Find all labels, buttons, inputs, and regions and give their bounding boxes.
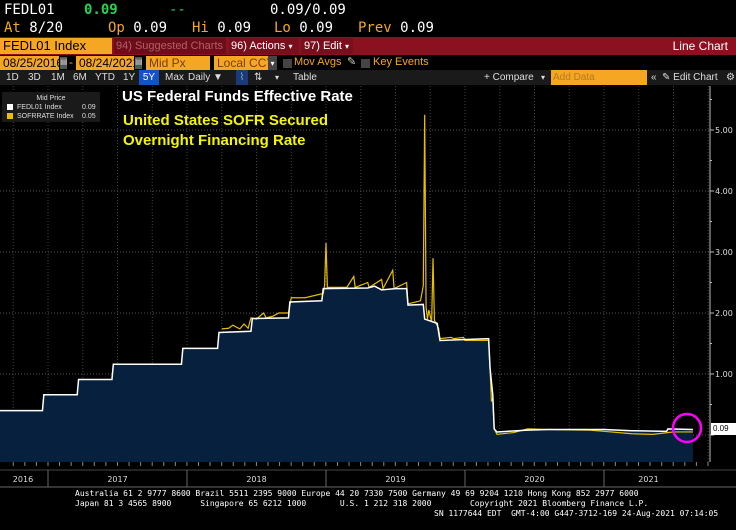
prev-label: Prev [358, 20, 392, 36]
edit-chart-label: Edit Chart [673, 72, 718, 83]
chevron-down-icon: ▾ [541, 73, 546, 82]
legend-swatch [7, 113, 13, 119]
field-select[interactable]: Mid Px [146, 56, 210, 71]
mov-avgs-label: Mov Avgs [294, 56, 342, 68]
add-data-placeholder: Add Data [553, 72, 595, 83]
period-1m[interactable]: 1M [51, 72, 65, 83]
legend-title: Mid Price [36, 95, 66, 102]
chevron-down-icon: ▾ [288, 42, 293, 51]
period-6m[interactable]: 6M [73, 72, 87, 83]
frequency-label: Daily [188, 72, 211, 83]
hi-label: Hi [192, 20, 209, 36]
at-value: 8/20 [29, 20, 64, 36]
key-events-label: Key Events [373, 56, 429, 68]
period-1d[interactable]: 1D [6, 72, 19, 83]
ticker: FEDL01 [4, 2, 55, 18]
start-date-input[interactable]: 08/25/2016 [0, 56, 59, 71]
highlight-circle [671, 412, 703, 444]
bid-ask: 0.09/0.09 [270, 2, 346, 18]
currency-select[interactable]: Local CCY [214, 56, 268, 71]
legend-item-name: FEDL01 Index [17, 104, 62, 111]
pencil-icon[interactable]: ✎ [347, 56, 357, 68]
footer-line-2: Japan 81 3 4565 8900 Singapore 65 6212 1… [75, 499, 649, 508]
mov-avgs-checkbox[interactable] [283, 59, 292, 68]
legend-item-value: 0.05 [82, 113, 96, 120]
op-value: 0.09 [133, 20, 168, 36]
edit-chart-button[interactable]: ✎ Edit Chart [662, 72, 718, 83]
key-events-checkbox[interactable] [361, 59, 370, 68]
y-tick-label: 1.00 [715, 370, 733, 379]
lo-value: 0.09 [299, 20, 334, 36]
change: -- [169, 2, 186, 18]
series-line-fedl01 [0, 285, 693, 433]
annotation-title-effr: US Federal Funds Effective Rate [122, 88, 353, 105]
chevron-down-icon[interactable]: ▾ [275, 73, 280, 82]
edit-button[interactable]: 97) Edit ▾ [301, 38, 353, 54]
period-ytd[interactable]: YTD [95, 72, 115, 83]
chevron-down-icon: ▾ [344, 42, 349, 51]
end-date-input[interactable]: 08/24/2021 [76, 56, 134, 71]
suggested-charts-button[interactable]: 94) Suggested Charts [114, 38, 226, 54]
last-price: 0.09 [84, 2, 118, 18]
legend: Mid Price FEDL01 Index 0.09 SOFRRATE Inde… [2, 92, 100, 122]
y-tick-label: 4.00 [715, 187, 733, 196]
legend-item-name: SOFRRATE Index [17, 113, 74, 120]
x-tick-label: 2017 [107, 475, 127, 484]
date-separator: - [69, 55, 73, 69]
menu-bar: FEDL01 Index 94) Suggested Charts 96) Ac… [0, 37, 736, 55]
at-label: At [4, 20, 21, 36]
y-tick-label: 3.00 [715, 248, 733, 257]
add-data-input[interactable]: Add Data [551, 70, 647, 85]
prev-value: 0.09 [400, 20, 434, 36]
op-label: Op [108, 20, 125, 36]
fedl01-area [0, 286, 693, 462]
period-1y[interactable]: 1Y [123, 72, 136, 83]
security-field[interactable]: FEDL01 Index [0, 38, 112, 54]
chevron-down-icon[interactable]: ▾ [268, 56, 277, 71]
line-chart-icon[interactable]: ⌇ [236, 70, 248, 85]
gear-icon[interactable]: ⚙ [726, 72, 735, 83]
frequency-select[interactable]: Daily ▼ [188, 72, 223, 83]
x-tick-label: 2016 [13, 475, 33, 484]
table-button[interactable]: Table [293, 72, 317, 83]
x-tick-label: 2018 [246, 475, 266, 484]
period-max[interactable]: Max [165, 72, 184, 83]
chart-type-label: Line Chart [672, 39, 728, 53]
footer-line-1: Australia 61 2 9777 8600 Brazil 5511 239… [75, 489, 639, 498]
annotation-title-sofr-1: United States SOFR Secured [123, 112, 329, 129]
annotation-title-sofr-2: Overnight Financing Rate [123, 132, 306, 149]
x-axis-band [0, 462, 736, 487]
legend-swatch [7, 104, 13, 110]
compare-button[interactable]: + Compare [484, 72, 534, 83]
x-tick-label: 2021 [638, 475, 658, 484]
x-tick-label: 2020 [524, 475, 544, 484]
lo-label: Lo [274, 20, 291, 36]
legend-item-value: 0.09 [82, 104, 96, 111]
calendar-icon[interactable]: ▤ [135, 57, 142, 69]
calendar-icon[interactable]: ▤ [60, 57, 67, 69]
y-tick-label: 5.00 [715, 126, 733, 135]
toolbar: 1D 3D 1M 6M YTD 1Y 5Y Max Daily ▼ ⌇ ⇅ ▾ … [0, 70, 736, 85]
ohlc-line: At 8/20 Op 0.09 Hi 0.09 Lo 0.09 Prev 0.09 [4, 20, 434, 36]
period-5y[interactable]: 5Y [139, 70, 159, 85]
last-price-tag: 0.09 [711, 423, 736, 435]
actions-button[interactable]: 96) Actions ▾ [229, 38, 299, 54]
quote-line: FEDL01 0.09 -- 0.09/0.09 [4, 2, 346, 18]
actions-label: 96) Actions [231, 40, 286, 52]
bar-chart-icon[interactable]: ⇅ [254, 72, 263, 83]
y-tick-label: 2.00 [715, 309, 733, 318]
hi-value: 0.09 [217, 20, 252, 36]
edit-label: 97) Edit [304, 40, 342, 52]
x-tick-label: 2019 [385, 475, 405, 484]
collapse-icon[interactable]: « [651, 72, 657, 83]
period-3d[interactable]: 3D [28, 72, 41, 83]
footer-line-3: SN 1177644 EDT GMT-4:00 G447-3712-169 24… [434, 509, 719, 518]
